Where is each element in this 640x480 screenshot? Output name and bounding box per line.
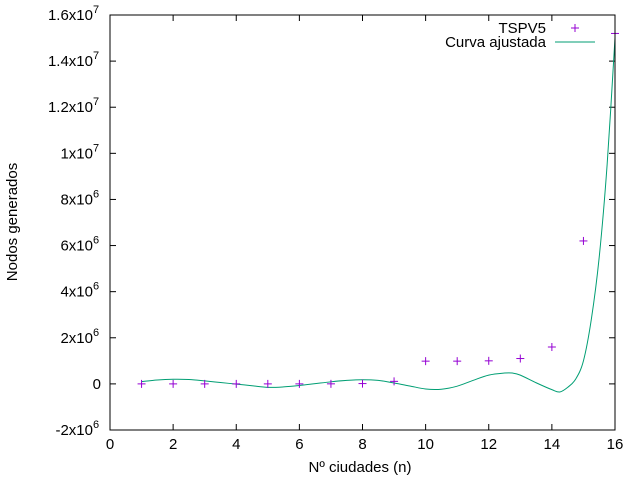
x-tick-label: 2 — [169, 436, 177, 453]
series-line-curva-ajustada — [141, 38, 615, 393]
data-point-tspv5 — [200, 379, 209, 388]
x-tick-label: 8 — [358, 436, 366, 453]
y-tick-label: 1.4x10 — [48, 53, 93, 70]
y-tick-label: 1.6x10 — [48, 7, 93, 24]
series-layer — [137, 29, 619, 393]
x-axis-label: Nº ciudades (n) — [308, 459, 411, 476]
data-point-tspv5 — [547, 343, 556, 351]
y-tick-label-exponent: 6 — [93, 188, 99, 200]
data-point-tspv5 — [137, 379, 146, 388]
y-tick-label-exponent: 7 — [93, 142, 99, 154]
y-tick-label-exponent: 6 — [93, 327, 99, 339]
y-tick-label-exponent: 7 — [93, 50, 99, 62]
x-tick-label: 0 — [106, 436, 114, 453]
x-tick-label: 14 — [544, 436, 561, 453]
ticks — [109, 14, 616, 431]
x-tick-label: 10 — [417, 436, 434, 453]
data-point-tspv5 — [263, 379, 272, 388]
data-point-tspv5 — [358, 379, 367, 388]
y-tick-label: 1.2x10 — [48, 99, 93, 116]
y-tick-label: 1x10 — [60, 145, 93, 162]
data-point-tspv5 — [295, 379, 304, 388]
data-point-tspv5 — [232, 379, 241, 388]
y-axis-label: Nodos generados — [4, 163, 21, 281]
data-point-tspv5 — [169, 379, 178, 388]
y-tick-label: 2x10 — [60, 330, 93, 347]
data-point-tspv5 — [579, 236, 588, 245]
y-tick-label-exponent: 7 — [93, 4, 99, 16]
data-point-tspv5 — [516, 354, 525, 363]
y-tick-label-exponent: 6 — [93, 281, 99, 293]
data-point-tspv5 — [421, 357, 430, 366]
x-tick-label: 4 — [232, 436, 240, 453]
x-tick-labels: 0 2 4 6 8 10 12 14 16 — [106, 436, 624, 453]
x-tick-label: 16 — [607, 436, 624, 453]
y-tick-label-exponent: 7 — [93, 96, 99, 108]
legend-marker-tspv5 — [571, 24, 579, 32]
x-tick-label: 12 — [480, 436, 497, 453]
legend-label-curva-ajustada: Curva ajustada — [445, 34, 547, 51]
y-tick-label-exponent: 6 — [93, 419, 99, 431]
data-point-tspv5 — [453, 357, 462, 366]
data-point-tspv5 — [326, 379, 335, 388]
data-point-tspv5 — [484, 356, 493, 365]
plot-frame — [109, 14, 616, 431]
y-tick-label: 0 — [93, 376, 101, 393]
y-tick-label: 4x10 — [60, 284, 93, 301]
x-tick-label: 6 — [295, 436, 303, 453]
y-tick-label: 8x10 — [60, 191, 93, 208]
legend: TSPV5 Curva ajustada — [445, 20, 595, 51]
data-point-tspv5 — [390, 377, 399, 386]
legend-label-tspv5: TSPV5 — [498, 20, 546, 37]
y-tick-label-exponent: 6 — [93, 235, 99, 247]
y-tick-label: -2x10 — [55, 422, 93, 439]
y-tick-label: 6x10 — [60, 238, 93, 255]
